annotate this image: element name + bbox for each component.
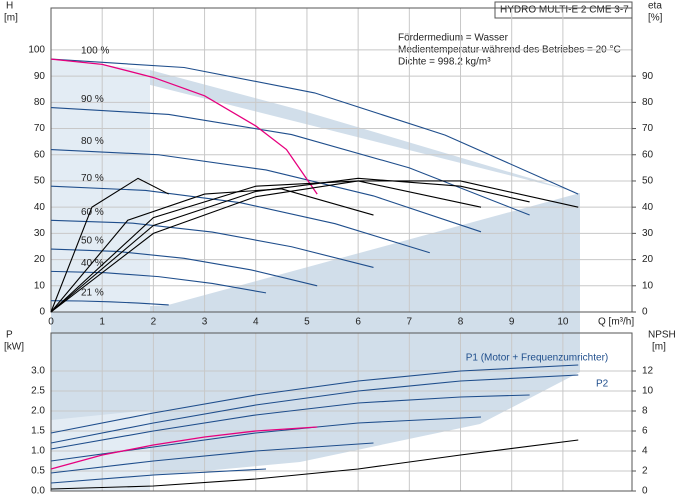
y2-tick-label: 80 — [642, 97, 654, 108]
x-axis-label: Q [m³/h] — [598, 317, 634, 328]
y2-tick-label: 0 — [642, 307, 648, 318]
annotation: Fördermedium = Wasser — [398, 33, 509, 44]
y-tick-label: 30 — [34, 228, 46, 239]
y-tick-label: 100 — [28, 45, 45, 56]
x-tick-label: 6 — [355, 317, 361, 328]
plot-frame — [50, 332, 633, 492]
y-tick-label: 80 — [34, 97, 46, 108]
y2-tick-label: 40 — [642, 202, 654, 213]
y2-curve — [50, 188, 374, 313]
annotation: Dichte = 998.2 kg/m³ — [398, 57, 491, 68]
curve — [50, 374, 579, 444]
y2-curve — [50, 177, 530, 313]
curve-label: P2 — [596, 379, 609, 390]
y-tick-label: 1.0 — [31, 446, 45, 457]
y-axis-label: P — [6, 330, 13, 341]
y-axis-label: H — [6, 1, 13, 12]
x-tick-label: 2 — [151, 317, 157, 328]
curve — [50, 219, 374, 268]
y2-curve — [50, 180, 579, 313]
y-tick-label: 0.0 — [31, 486, 45, 497]
y2-axis-label: eta — [648, 1, 662, 12]
y2-tick-label: 6 — [642, 426, 648, 437]
x-tick-label: 0 — [48, 317, 54, 328]
curve-label: 80 % — [81, 136, 104, 147]
x-tick-label: 5 — [304, 317, 310, 328]
curve-label: 100 % — [81, 46, 109, 57]
curve — [50, 248, 318, 287]
curve-label: 90 % — [81, 94, 104, 105]
y-tick-label: 0.5 — [31, 466, 45, 477]
y-tick-label: 60 — [34, 149, 46, 160]
y-tick-label: 3.0 — [31, 366, 45, 377]
curve — [50, 426, 318, 470]
x-tick-label: 10 — [557, 317, 569, 328]
plot-frame — [50, 7, 633, 313]
curve — [50, 442, 374, 474]
y2-tick-label: 70 — [642, 123, 654, 134]
curve — [50, 270, 267, 294]
x-tick-label: 1 — [99, 317, 105, 328]
y-tick-label: 2.5 — [31, 386, 45, 397]
y2-curve — [50, 177, 169, 313]
chart-title: HYDRO MULTI-E 2 CME 3-7 — [500, 5, 629, 16]
y-axis-label: [kW] — [4, 342, 24, 353]
x-tick-label: 7 — [407, 317, 413, 328]
curve — [50, 300, 169, 306]
y2-tick-label: 10 — [642, 280, 654, 291]
operating-range — [51, 60, 580, 480]
y-tick-label: 40 — [34, 202, 46, 213]
x-tick-label: 8 — [458, 317, 464, 328]
curve-label: P1 (Motor + Frequenzumrichter) — [466, 353, 609, 364]
y-tick-label: 90 — [34, 71, 46, 82]
y2-tick-label: 20 — [642, 254, 654, 265]
y2-tick-label: 4 — [642, 446, 648, 457]
y2-curve — [50, 439, 579, 490]
y2-axis-label: [%] — [648, 13, 663, 24]
y-tick-label: 70 — [34, 123, 46, 134]
curve-label: 40 % — [81, 258, 104, 269]
y-tick-label: 0 — [39, 307, 45, 318]
y-axis-label: [m] — [4, 13, 18, 24]
curve — [50, 364, 579, 434]
y2-curve — [50, 180, 482, 313]
y-tick-label: 1.5 — [31, 426, 45, 437]
y2-tick-label: 2 — [642, 466, 648, 477]
y2-tick-label: 0 — [642, 486, 648, 497]
curve — [50, 394, 530, 450]
y2-tick-label: 30 — [642, 228, 654, 239]
x-tick-label: 4 — [253, 317, 259, 328]
y2-axis-label: [m] — [652, 342, 666, 353]
y2-tick-label: 90 — [642, 71, 654, 82]
curve — [50, 148, 482, 233]
curve — [50, 58, 318, 195]
curve — [50, 468, 267, 484]
y-tick-label: 2.0 — [31, 406, 45, 417]
curve — [50, 58, 579, 195]
y-tick-label: 20 — [34, 254, 46, 265]
y-tick-label: 10 — [34, 280, 46, 291]
curve-label: 21 % — [81, 287, 104, 298]
curve-label: 60 % — [81, 207, 104, 218]
y2-tick-label: 12 — [642, 366, 654, 377]
curve-label: 70 % — [81, 173, 104, 184]
x-tick-label: 9 — [509, 317, 515, 328]
y2-axis-label: NPSH — [648, 330, 676, 341]
y2-tick-label: 8 — [642, 406, 648, 417]
curve — [50, 107, 530, 216]
x-tick-label: 3 — [202, 317, 208, 328]
y-tick-label: 50 — [34, 176, 46, 187]
y2-tick-label: 60 — [642, 149, 654, 160]
y2-tick-label: 10 — [642, 386, 654, 397]
curve-label: 50 % — [81, 236, 104, 247]
y2-tick-label: 50 — [642, 176, 654, 187]
